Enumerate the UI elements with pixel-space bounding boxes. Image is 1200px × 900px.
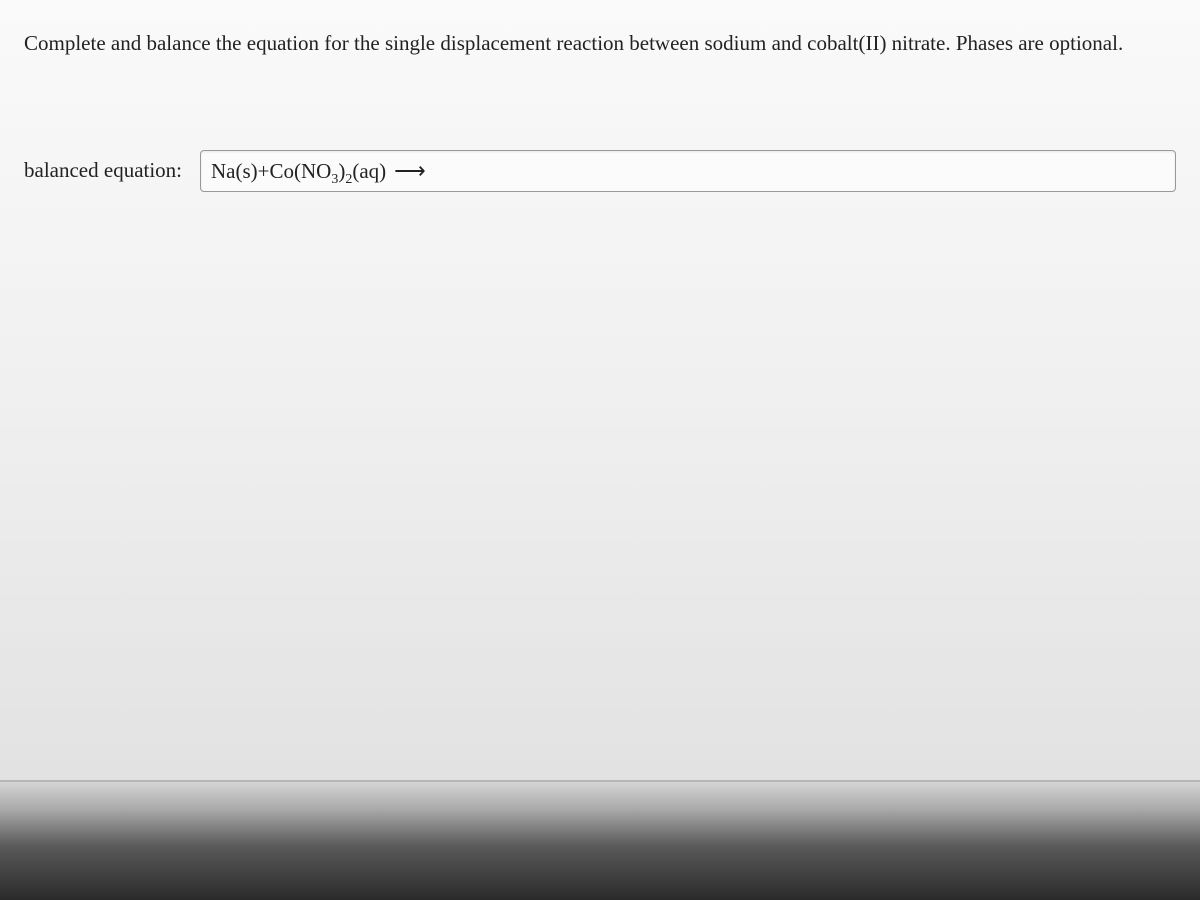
reaction-arrow-icon: ⟶ [394,158,426,184]
question-prompt: Complete and balance the equation for th… [24,28,1176,60]
equation-content: Na(s)+Co(NO3)2(aq)⟶ [211,158,426,184]
plus-sign: + [258,159,270,184]
reactant-2-sub1: 3 [331,172,338,188]
reactant-2-mid: ) [338,159,345,184]
equation-label: balanced equation: [24,158,182,183]
screen-bottom-bezel [0,780,1200,900]
question-panel: Complete and balance the equation for th… [0,0,1200,780]
reactant-2-phase: (aq) [352,159,386,184]
balanced-equation-input[interactable]: Na(s)+Co(NO3)2(aq) ⟶ [200,150,1176,192]
reactant-2-sub2: 2 [345,172,352,188]
reactant-2-part1: Co(NO [270,159,332,184]
reactant-1: Na(s) [211,159,258,184]
equation-row: balanced equation: Na(s)+Co(NO3)2(aq) ⟶ [24,150,1176,192]
